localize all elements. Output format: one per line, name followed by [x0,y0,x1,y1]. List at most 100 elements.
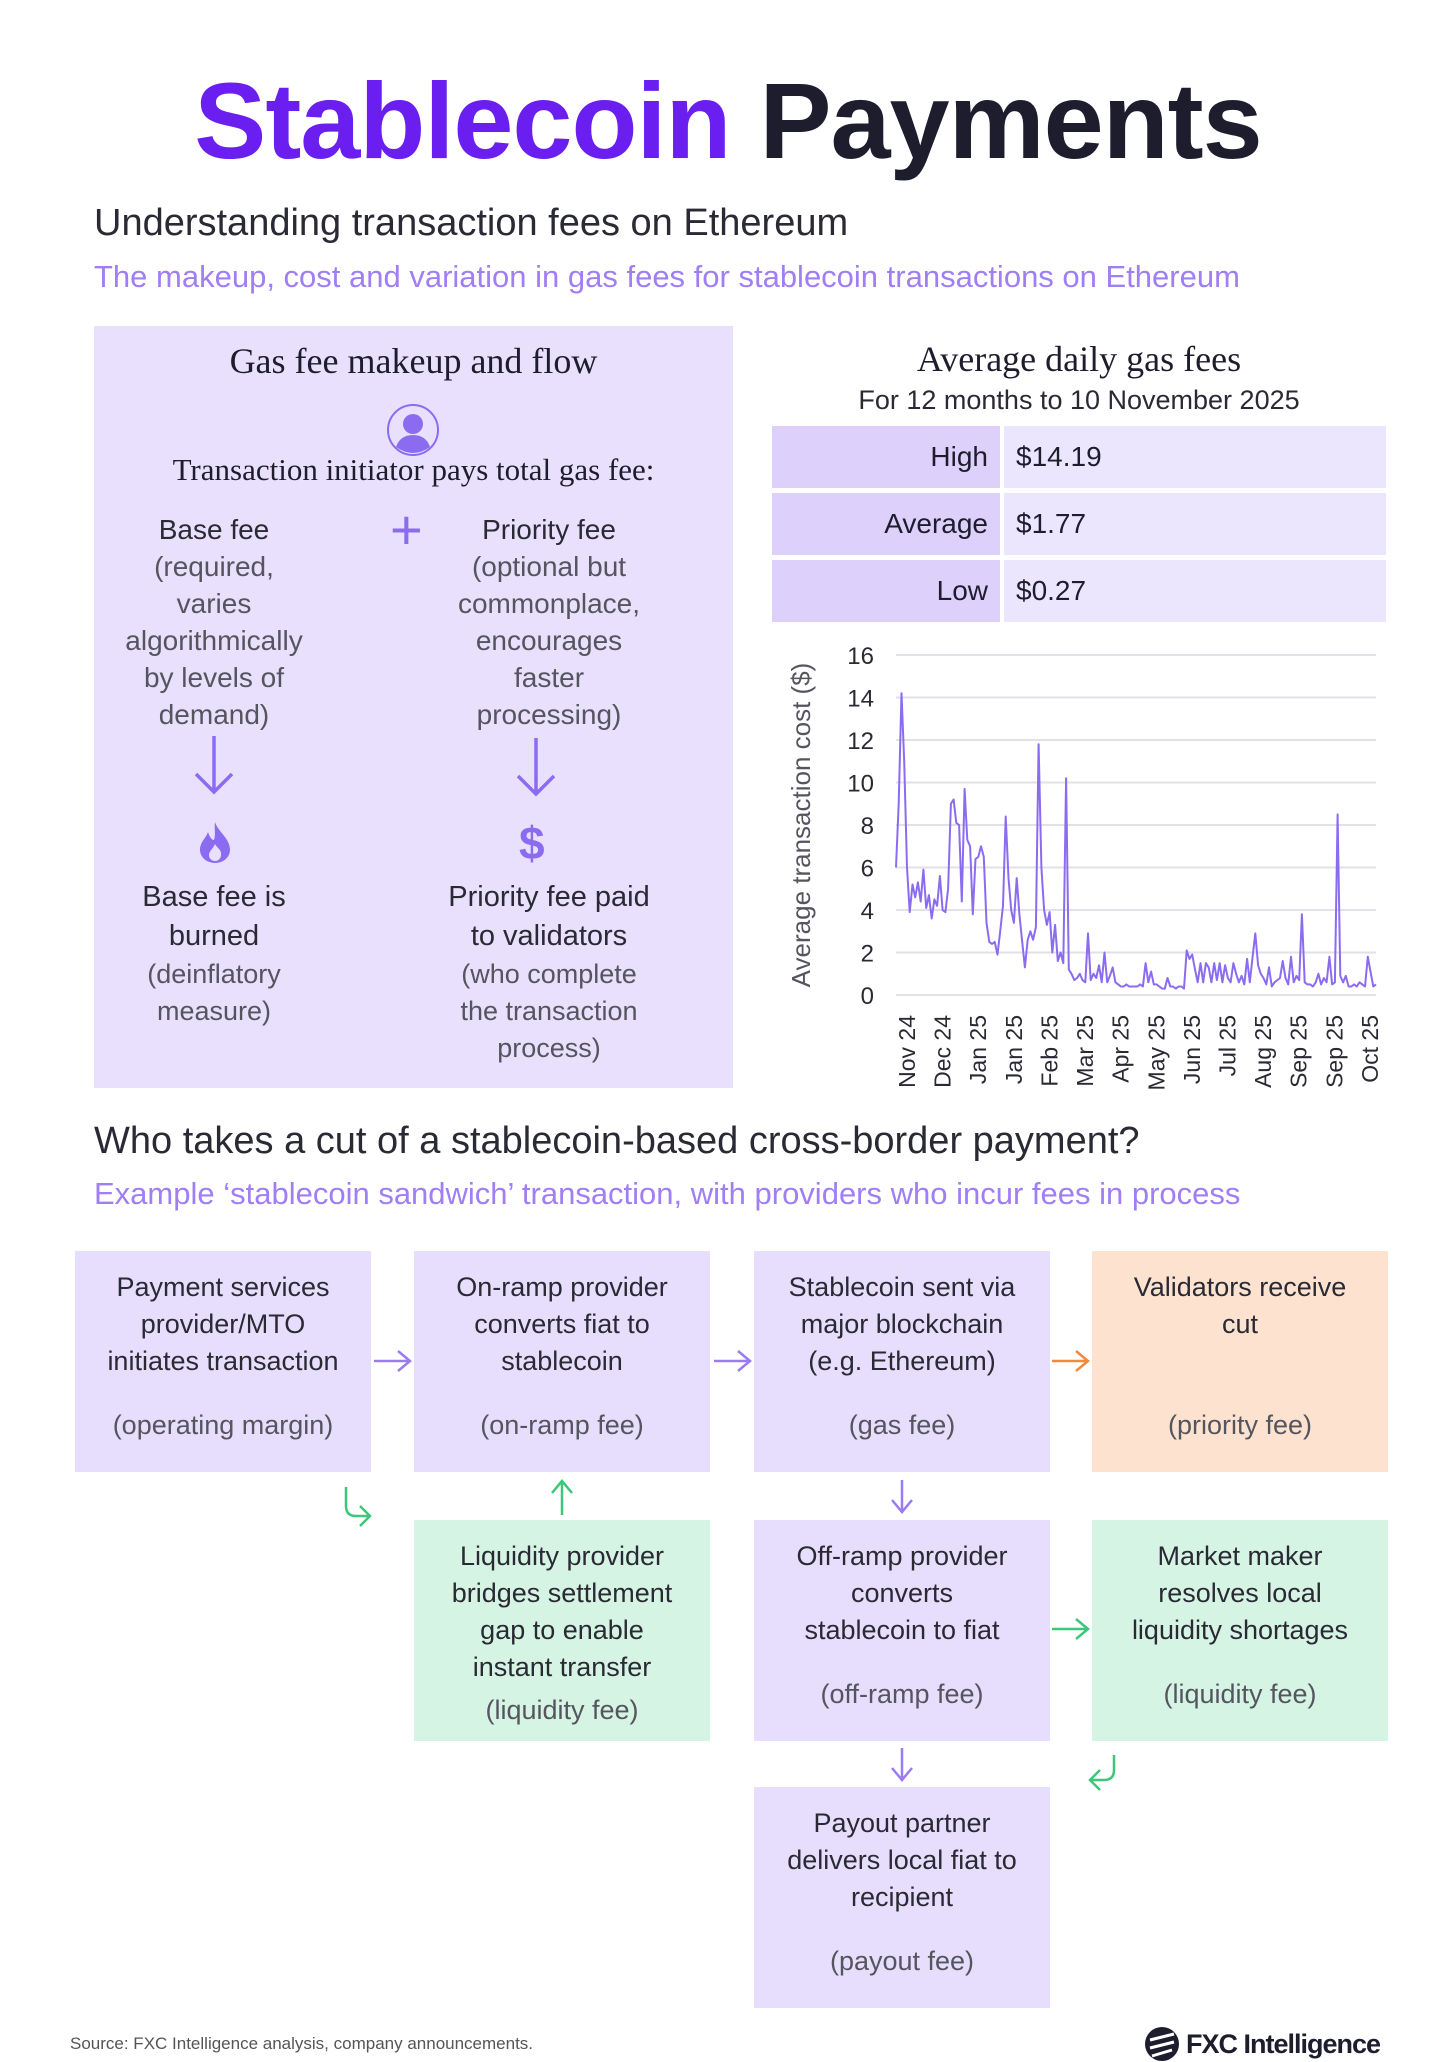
section1-subheading: The makeup, cost and variation in gas fe… [94,259,1240,294]
y-tick-label: 4 [861,898,874,925]
stat-row-high: High $14.19 [772,426,1386,488]
stats-subtitle: For 12 months to 10 November 2025 [858,385,1300,415]
flow-step-box: Liquidity provider bridges settlement gap … [414,1520,710,1741]
x-tick-label: Jan 25 [1001,1015,1027,1084]
curved-arrow-icon [1088,1755,1116,1791]
flow-step-title: Stablecoin sent via [788,1272,1016,1302]
x-tick-label: Sep 25 [1321,1015,1347,1088]
x-tick-label: Jul 25 [1215,1015,1241,1076]
flow-step-fee: (operating margin) [112,1410,334,1440]
y-tick-label: 10 [847,771,874,798]
curved-arrow-icon [344,1487,372,1527]
arrow-right-icon [1052,1618,1090,1640]
y-tick-label: 8 [861,813,874,840]
title-part1: Stablecoin [194,60,731,181]
flow-step-title: provider/MTO [140,1309,306,1339]
priority-result-1: Priority fee paid [448,881,650,913]
x-tick-label: Apr 25 [1108,1015,1134,1083]
priority-result-desc-1: (who complete [461,959,637,989]
arrow-right-icon [714,1350,752,1372]
flow-step-title: (e.g. Ethereum) [808,1346,996,1376]
flow-step-fee: (priority fee) [1167,1410,1313,1440]
base-fee-desc-1: (required, varies [154,551,274,619]
x-tick-label: Oct 25 [1357,1015,1383,1083]
stat-label: Average [772,493,1000,555]
flow-step-box: Payout partner delivers local fiat to reci… [754,1787,1050,2008]
x-tick-label: Jan 25 [965,1015,991,1084]
stat-row-average: Average $1.77 [772,493,1386,555]
priority-desc-2: commonplace, [457,588,641,619]
stat-label: High [772,426,1000,488]
arrow-up-icon [551,1479,573,1515]
stat-value: $14.19 [1004,426,1386,488]
stat-row-low: Low $0.27 [772,560,1386,622]
y-tick-label: 12 [847,728,874,755]
flow-step-title: converts [850,1578,954,1608]
base-fee-desc-2: algorithmically [125,625,303,656]
section2-heading: Who takes a cut of a stablecoin-based cr… [94,1120,1140,1162]
section2-subheading: Example ‘stablecoin sandwich’ transactio… [94,1176,1241,1211]
y-tick-label: 14 [847,686,874,713]
flow-step-fee: (liquidity fee) [1163,1679,1317,1709]
user-icon [387,404,439,456]
flow-step-box: Validators receive cut (priority fee) [1092,1251,1388,1472]
flow-step-title: Payout partner [813,1808,991,1838]
x-tick-label: Aug 25 [1250,1015,1276,1088]
y-tick-label: 2 [861,941,874,968]
gas-fee-line-chart: 0 2 4 6 8 10 12 14 16 Average transaction cost ($… [786,643,1383,1090]
base-result-1: Base fee is [142,881,286,913]
flow-step-title: stablecoin [501,1346,623,1376]
priority-fee-title: Priority fee [482,514,616,545]
flow-step-title: instant transfer [472,1652,652,1682]
stat-value: $1.77 [1004,493,1386,555]
x-tick-label: Sep 25 [1286,1015,1312,1088]
flow-step-title: gap to enable [480,1615,644,1645]
base-fee-title: Base fee [158,514,270,545]
priority-result-desc-2: the transaction [460,996,638,1026]
plus-icon: + [390,498,423,561]
flow-step-title: Off-ramp provider [796,1541,1008,1571]
arrow-right-icon [1052,1350,1090,1372]
flow-step-title: On-ramp provider [456,1272,668,1302]
arrow-down-icon [891,1480,913,1514]
flow-step-fee: (payout fee) [829,1946,975,1976]
priority-result-2: to validators [470,920,628,952]
flow-step-title: Validators receive [1133,1272,1347,1302]
flame-icon [200,822,230,863]
title-part2: Payments [759,60,1262,181]
x-tick-label: Dec 24 [930,1015,956,1088]
source-note: Source: FXC Intelligence analysis, compa… [70,2034,534,2053]
flow-step-title: cut [1221,1309,1259,1339]
base-fee-desc-4: demand) [158,699,270,730]
flow-step-fee: (off-ramp fee) [820,1679,984,1709]
panel-title: Gas fee makeup and flow [229,341,598,381]
arrow-down-icon [194,736,234,795]
flow-step-title: liquidity shortages [1131,1615,1349,1645]
y-tick-label: 6 [861,856,874,883]
y-axis-label: Average transaction cost ($) [786,663,816,988]
page-title: Stablecoin Payments [0,58,1456,183]
flow-step-fee: (liquidity fee) [485,1695,639,1725]
initiator-text: Transaction initiator pays total gas fee… [172,452,655,487]
base-fee-desc-3: by levels of [143,662,285,693]
flow-step-box: Off-ramp provider converts stablecoin to f… [754,1520,1050,1741]
stat-value: $0.27 [1004,560,1386,622]
y-tick-label: 0 [861,983,874,1010]
flow-step-title: major blockchain [800,1309,1004,1339]
gas-fee-panel: Gas fee makeup and flow Transaction init… [94,326,733,1088]
base-result-desc-1: (deinflatory [147,959,281,989]
flow-step-fee: (on-ramp fee) [480,1410,644,1440]
priority-desc-5: processing) [476,699,622,730]
flow-step-title: resolves local [1158,1578,1322,1608]
arrow-down-icon [891,1748,913,1782]
x-tick-label: Nov 24 [894,1015,920,1088]
flow-step-title: initiates transaction [107,1346,339,1376]
x-tick-label: May 25 [1143,1015,1169,1090]
flow-step-box: Market maker resolves local liquidity shor… [1092,1520,1388,1741]
priority-desc-3: encourages [475,625,623,656]
flow-step-box: Stablecoin sent via major blockchain (e.g.… [754,1251,1050,1472]
gas-fee-series-line [895,692,1377,990]
priority-desc-4: faster [513,662,585,693]
priority-desc-1: (optional but [471,551,627,582]
brand-name: FXC Intelligence [1186,2028,1381,2059]
